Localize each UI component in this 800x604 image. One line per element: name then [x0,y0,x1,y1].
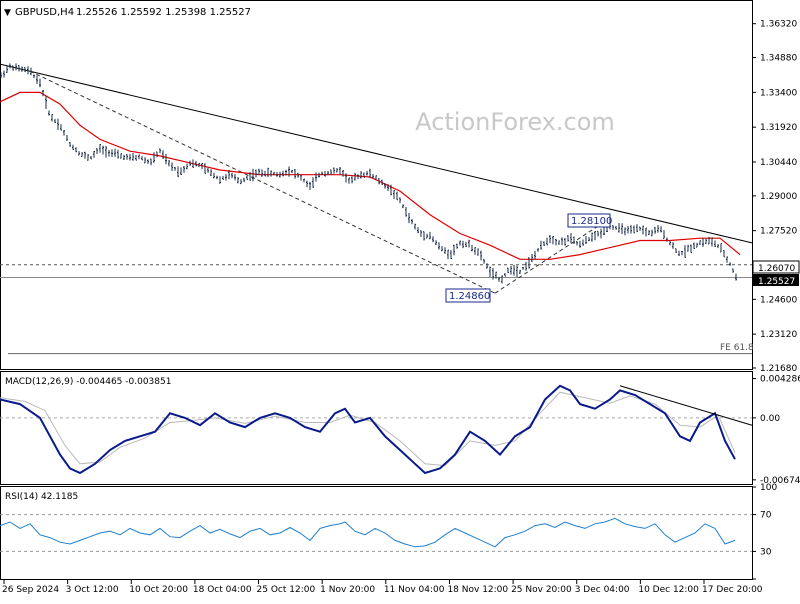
rsi-tick-label: 30 [760,547,772,557]
resistance-level-value: 1.26070 [758,264,795,274]
price-tick-label: 1.27520 [760,227,797,237]
time-tick-label: 11 Nov 04:00 [384,585,445,595]
macd-lines [0,384,753,475]
current-price-tag [753,274,799,286]
price-tick-label: 1.24600 [760,295,797,305]
time-tick-label: 1 Nov 20:00 [320,585,375,595]
channel-line-lower [29,70,496,294]
time-tick-label: 10 Oct 20:00 [129,585,188,595]
time-tick-label: 3 Dec 04:00 [575,585,630,595]
rsi-tick-label: 100 [760,483,777,493]
symbol-dropdown-icon[interactable]: ▼ [4,8,11,18]
swing-high-label-box[interactable] [567,213,611,228]
time-tick-label: 25 Nov 20:00 [511,585,572,595]
price-bars [0,63,737,284]
time-tick-label: 18 Oct 04:00 [193,585,252,595]
price-tick-label: 1.30440 [760,158,797,168]
channel-line-upper [494,216,613,294]
macd-tick-label: 0.004286 [760,375,800,385]
macd-axis: 0.004286 0.00 -0.006747 [0,375,800,486]
rsi-line [0,517,736,548]
time-tick-label: 17 Dec 20:00 [702,585,763,595]
price-tick-label: 1.34880 [760,54,797,64]
time-tick-label: 10 Dec 12:00 [638,585,699,595]
price-axis: 1.36320 1.34880 1.33400 1.31920 1.30440 1.290… [752,20,797,374]
time-tick-label: 18 Nov 12:00 [447,585,508,595]
symbol-label: GBPUSD,H4 [15,7,74,18]
macd-trendline [619,385,753,426]
time-tick-label: 26 Sep 2024 [2,585,59,595]
rsi-polyline [0,517,736,548]
price-tick-label: 1.23120 [760,330,797,340]
current-price-value: 1.25527 [758,277,795,287]
price-tick-label: 1.31920 [760,123,797,133]
time-axis: 26 Sep 2024 3 Oct 12:00 10 Oct 20:00 18 Oct… [2,580,763,595]
rsi-axis: 100 70 30 [0,483,777,580]
price-tick-label: 1.29000 [760,192,797,202]
price-tick-label: 1.21680 [760,364,797,374]
time-tick-label: 25 Oct 12:00 [257,585,316,595]
macd-pane[interactable] [0,371,753,485]
watermark: ActionForex.com [415,108,615,136]
swing-high-label: 1.28100 [571,216,612,227]
time-tick-label: 3 Oct 12:00 [66,585,119,595]
rsi-title: RSI(14) 42.1185 [5,492,78,502]
swing-low-label-box[interactable] [445,288,491,303]
macd-title: MACD(12,26,9) -0.004465 -0.003851 [5,377,171,387]
ohlc-values: 1.25526 1.25592 1.25398 1.25527 [76,7,251,18]
price-pane[interactable] [0,0,753,370]
macd-tick-label: -0.006747 [760,476,800,486]
price-tick-label: 1.36320 [760,20,797,30]
main-trendline [0,63,753,244]
fe-label: FE 61.8 [720,343,754,353]
swing-low-label: 1.24860 [449,291,490,302]
rsi-tick-label: 70 [760,511,772,521]
resistance-level-tag [752,260,800,274]
macd-tick-label: 0.00 [760,414,780,424]
rsi-pane[interactable] [0,486,753,580]
horizontal-levels [0,264,752,355]
macd-main-line [0,384,736,475]
trendlines[interactable] [0,63,753,294]
price-tick-label: 1.33400 [760,88,797,98]
